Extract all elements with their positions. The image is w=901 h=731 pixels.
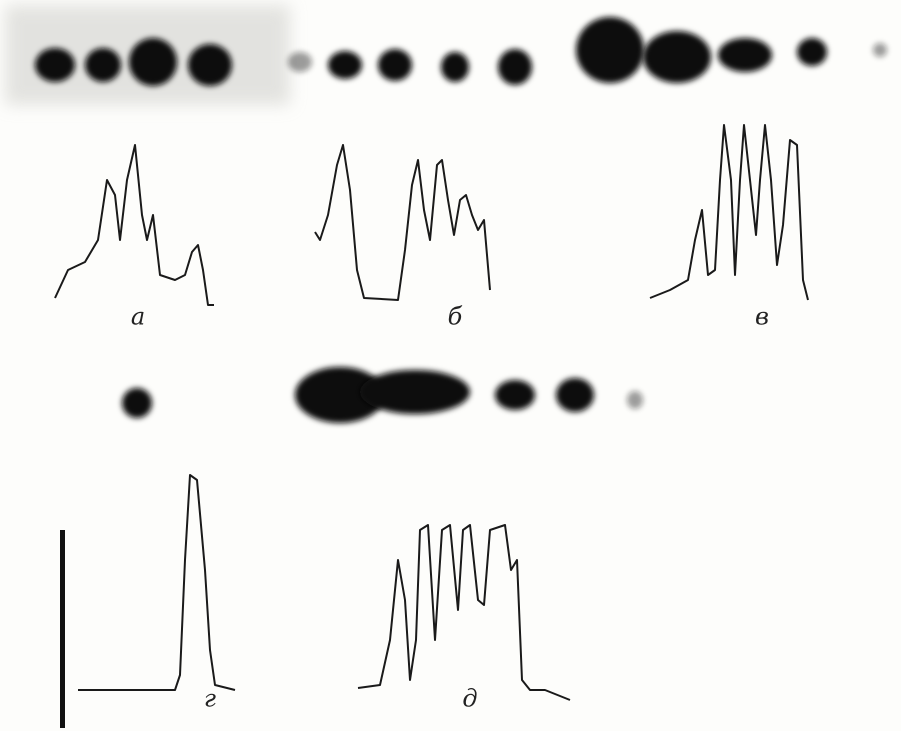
panel-label: б [448,303,463,331]
panel-label: в [755,303,769,331]
panel-label: а [131,303,145,331]
background [0,0,901,731]
scale-bar [60,530,65,728]
figure: а б в г д [0,0,901,731]
panel-label: д [462,685,477,713]
panel-label: г [204,685,216,713]
